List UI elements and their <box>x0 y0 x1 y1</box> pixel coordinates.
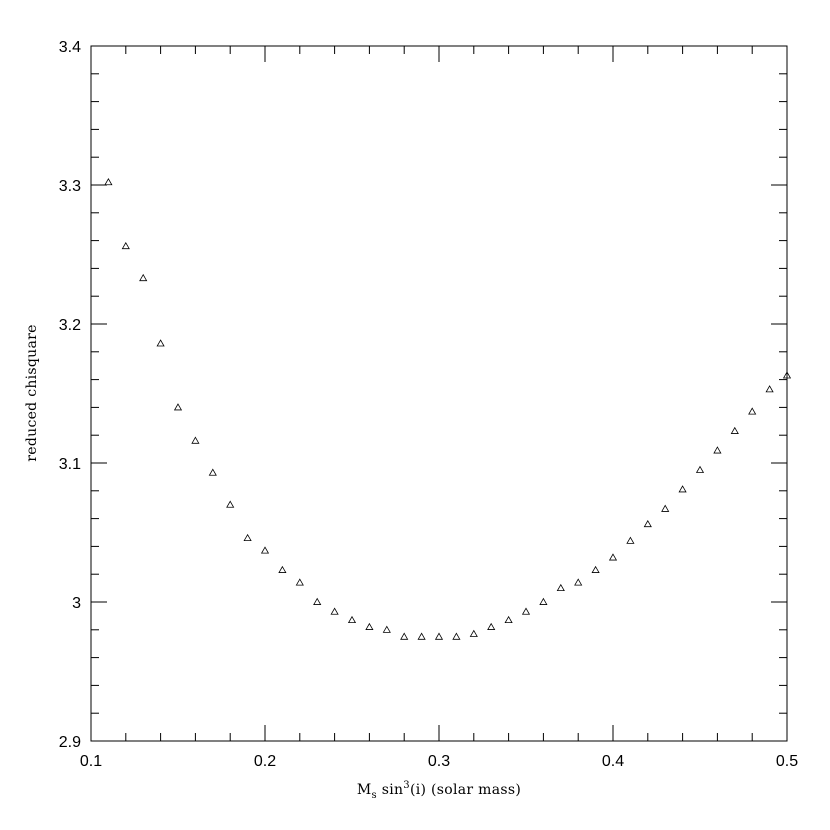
data-point-marker <box>295 578 304 586</box>
data-point-marker <box>782 371 792 379</box>
data-point-marker <box>347 615 357 624</box>
data-point-marker <box>417 632 426 640</box>
x-tick-label: 0.3 <box>428 753 450 770</box>
axis-ticks <box>90 45 788 742</box>
data-point-marker <box>591 565 600 573</box>
x-axis-title-rest: (i) (solar mass) <box>410 782 521 798</box>
y-tick-label: 3.4 <box>59 39 81 56</box>
y-axis-title: reduced chisquare <box>24 324 40 461</box>
y-tick-label: 3.2 <box>59 317 81 334</box>
data-point-marker <box>260 546 270 554</box>
data-point-marker <box>365 622 374 630</box>
data-point-marker <box>626 536 635 544</box>
data-point-marker <box>678 485 687 493</box>
data-point-marker <box>243 533 252 542</box>
x-tick-label: 0.2 <box>254 753 276 770</box>
y-tick-label: 3 <box>72 595 81 612</box>
x-tick-label: 0.5 <box>776 753 798 770</box>
data-point-marker <box>121 241 130 250</box>
data-markers <box>104 178 792 640</box>
data-point-marker <box>730 426 739 434</box>
data-point-marker <box>452 632 461 640</box>
x-axis-title-sin: sin <box>377 782 403 798</box>
data-point-marker <box>313 597 322 605</box>
data-point-marker <box>539 597 548 605</box>
data-point-marker <box>695 465 705 473</box>
data-point-marker <box>487 622 496 630</box>
data-point-marker <box>139 273 148 282</box>
data-point-marker <box>382 625 391 633</box>
data-point-marker <box>469 629 478 637</box>
data-point-marker <box>643 519 652 528</box>
x-axis-title: Ms sin3(i) (solar mass) <box>357 780 521 801</box>
data-point-marker <box>434 632 444 640</box>
data-point-marker <box>556 583 565 592</box>
tick-labels: 0.1 0.2 0.3 0.4 0.5 2.9 3 3.1 3.2 3.3 3.4 <box>59 39 798 770</box>
y-tick-label: 3.1 <box>59 456 81 473</box>
plot-frame <box>90 45 788 742</box>
data-point-marker <box>400 632 409 640</box>
x-axis-title-superscript: 3 <box>403 780 410 791</box>
x-axis-title-subscript: s <box>372 790 377 801</box>
x-tick-label: 0.1 <box>80 753 102 770</box>
x-tick-label: 0.4 <box>602 753 624 770</box>
data-point-marker <box>173 403 183 411</box>
data-point-marker <box>104 178 113 186</box>
data-point-marker <box>574 578 583 586</box>
data-point-marker <box>226 500 235 508</box>
data-point-marker <box>748 407 757 415</box>
data-point-marker <box>608 553 618 561</box>
x-axis-title-m: M <box>357 782 372 798</box>
data-point-marker <box>191 436 200 444</box>
data-point-marker <box>661 504 670 512</box>
data-point-marker <box>156 339 165 347</box>
y-tick-label: 2.9 <box>59 734 81 751</box>
data-point-marker <box>208 468 217 476</box>
data-point-marker <box>713 446 722 454</box>
data-point-marker <box>521 607 531 615</box>
data-point-marker <box>330 607 339 615</box>
y-tick-label: 3.3 <box>59 178 81 195</box>
data-point-marker <box>278 565 287 573</box>
data-point-marker <box>504 615 513 624</box>
data-point-marker <box>765 385 774 393</box>
